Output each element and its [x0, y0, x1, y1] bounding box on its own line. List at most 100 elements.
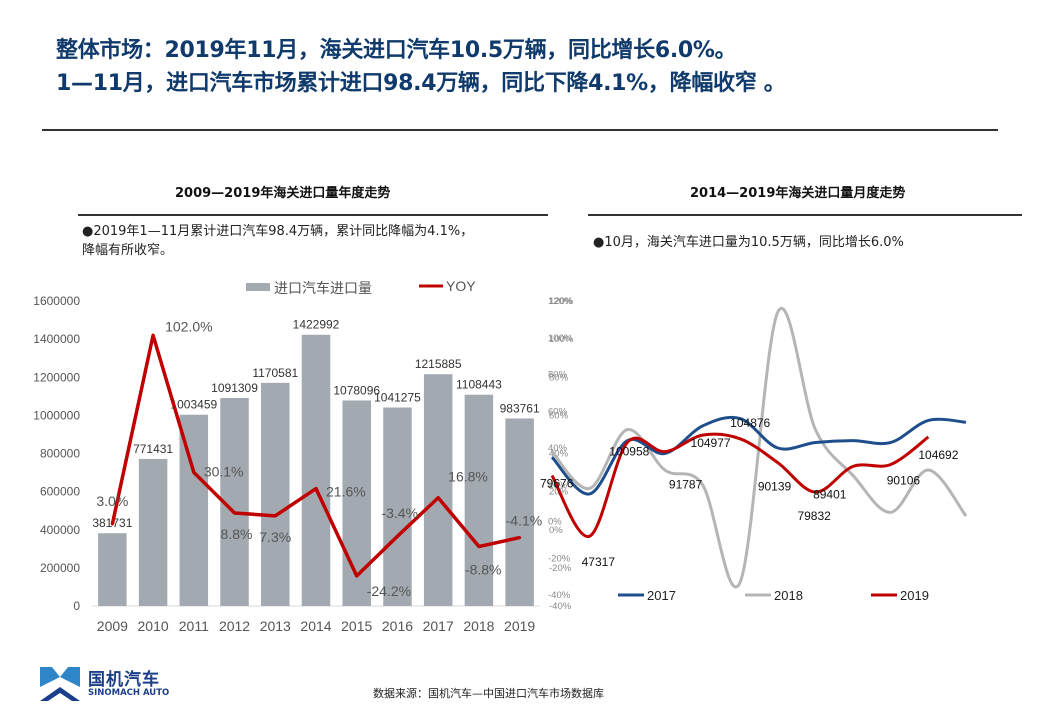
- left-axis-tick-label: 800000: [40, 447, 80, 461]
- yoy-value-label: 3.0%: [96, 493, 128, 509]
- monthly-data-label: 90106: [887, 474, 921, 488]
- annual-x-tick-label: 2018: [463, 618, 494, 634]
- yoy-point: [273, 514, 277, 518]
- annual-yoy-series: [110, 333, 522, 578]
- yoy-value-label: 16.8%: [448, 469, 488, 485]
- yoy-point: [314, 487, 318, 491]
- annual-x-labels: 2009 2010 2011 2012 2013 2014 2015 2016 2017 2018…: [97, 618, 536, 634]
- left-chart-title: 2009—2019年海关进口量年度走势: [175, 186, 391, 201]
- annual-x-tick-label: 2015: [341, 618, 372, 634]
- annual-x-tick-label: 2012: [219, 618, 250, 634]
- yoy-point: [151, 333, 155, 337]
- left-axis-tick-label: 200000: [40, 561, 80, 575]
- monthly-data-label: 91787: [669, 478, 703, 492]
- yoy-value-label: -3.4%: [381, 505, 418, 521]
- monthly-y-tick-label: 40%: [548, 443, 568, 454]
- left-panel-divider: [78, 214, 548, 216]
- right-axis-tick-label: 80%: [549, 372, 569, 383]
- left-axis-tick-label: 600000: [40, 485, 80, 499]
- left-axis-tick-label: 400000: [40, 523, 80, 537]
- monthly-data-label: 79832: [797, 509, 831, 523]
- monthly-lines: [550, 307, 968, 589]
- yoy-point: [110, 522, 114, 526]
- annual-bar: [301, 334, 331, 606]
- legend-yoy-label: YOY: [446, 278, 476, 294]
- yoy-point: [477, 545, 481, 549]
- annual-bar-value-label: 983761: [500, 401, 540, 415]
- legend-2017-label: 2017: [647, 588, 676, 603]
- yoy-value-label: -8.8%: [465, 562, 502, 578]
- right-axis-tick-label: 0%: [549, 525, 563, 536]
- logo-mark-icon: [40, 667, 80, 701]
- annual-x-tick-label: 2011: [179, 618, 209, 634]
- monthly-data-label: 79676: [540, 477, 574, 491]
- annual-x-tick-label: 2009: [97, 618, 128, 634]
- monthly-data-label: 104977: [691, 436, 731, 450]
- right-axis-tick-label: 120%: [549, 296, 574, 307]
- annual-bar-value-label: 1170581: [252, 366, 298, 380]
- annual-bar-value-label: 1078096: [333, 383, 380, 397]
- annual-bar: [383, 407, 412, 606]
- annual-bar-value-label: 1215885: [415, 357, 462, 371]
- monthly-data-label: 89401: [813, 487, 847, 501]
- yoy-value-label: 102.0%: [165, 318, 212, 334]
- yoy-value-label: -24.2%: [367, 583, 411, 599]
- annual-bar-labels: 3817317714311003459109130911705811422992…: [92, 318, 540, 530]
- right-panel-divider: [588, 214, 1022, 216]
- series-2019-line: [550, 432, 930, 538]
- annual-x-tick-label: 2013: [260, 618, 291, 634]
- yoy-value-label: 21.6%: [326, 484, 366, 500]
- annual-bar: [464, 394, 494, 606]
- monthly-data-labels: 79676 47317 100958 91787 104977 104876 90139 79…: [540, 416, 959, 569]
- data-source: 数据来源：国机汽车—中国进口汽车市场数据库: [373, 687, 604, 700]
- yoy-point: [436, 496, 440, 500]
- yoy-value-label: 8.8%: [221, 526, 253, 542]
- right-chart-title: 2014—2019年海关进口量月度走势: [690, 186, 906, 201]
- annual-bar: [505, 418, 534, 606]
- annual-bar: [98, 533, 127, 606]
- yoy-value-label: 7.3%: [259, 529, 291, 545]
- yoy-point: [233, 511, 237, 515]
- annual-x-tick-label: 2016: [382, 618, 413, 634]
- left-axis-tick-label: 1400000: [33, 332, 80, 346]
- monthly-data-label: 104692: [918, 448, 958, 462]
- sinomach-logo: 国机汽车 SINOMACH AUTO: [38, 665, 178, 705]
- left-axis-tick-label: 1200000: [33, 370, 80, 384]
- annual-bar-value-label: 771431: [133, 442, 173, 456]
- monthly-y-tick-label: -40%: [548, 590, 571, 601]
- annual-x-tick-label: 2014: [300, 618, 331, 634]
- yoy-point: [355, 574, 359, 578]
- annual-x-tick-label: 2017: [423, 618, 454, 634]
- series-2017-line: [550, 415, 967, 496]
- monthly-data-label: 100958: [609, 444, 649, 458]
- monthly-y-tick-label: 100%: [548, 333, 573, 344]
- annual-left-axis: 0 200000 400000 600000 800000 1000000 1200000 1…: [33, 294, 80, 613]
- left-axis-tick-label: 1000000: [33, 408, 80, 422]
- annual-bar-value-label: 1108443: [456, 378, 502, 392]
- monthly-data-label: 104876: [730, 416, 770, 430]
- left-axis-tick-label: 0: [73, 599, 80, 613]
- right-axis-tick-label: 60%: [549, 410, 569, 421]
- monthly-y-tick-label: 0%: [548, 517, 562, 528]
- right-axis-tick-label: -40%: [549, 601, 572, 612]
- right-note: ●10月，海关汽车进口量为10.5万辆，同比增长6.0%: [593, 235, 904, 250]
- top-divider: [42, 129, 998, 131]
- annual-legend: 进口汽车进口量 YOY: [246, 278, 476, 296]
- annual-bar-value-label: 1422992: [293, 318, 340, 332]
- annual-bar-value-label: 1041275: [374, 391, 421, 405]
- annual-bar: [179, 414, 209, 606]
- yoy-value-label: 30.1%: [204, 463, 244, 479]
- annual-yoy-labels: 3.0% 102.0% 30.1% 8.8% 7.3% 21.6% -24.2% -3.4% 1…: [96, 318, 542, 599]
- left-axis-tick-label: 1600000: [33, 294, 80, 308]
- annual-x-tick-label: 2010: [138, 618, 169, 634]
- monthly-chart: -40%-20%0%20%40%60%80%100%120% 796764731…: [540, 296, 968, 603]
- legend-2019-label: 2019: [900, 588, 929, 603]
- headline: 整体市场：2019年11月，海关进口汽车10.5万辆，同比增长6.0%。 1—1…: [56, 34, 1016, 100]
- yoy-point: [518, 536, 522, 540]
- annual-chart: 进口汽车进口量 YOY 0 200000 400000 600000 800000 100…: [33, 278, 574, 634]
- logo-chinese-name: 国机汽车: [88, 670, 160, 690]
- yoy-point: [192, 470, 196, 474]
- annual-bar: [138, 458, 168, 606]
- yoy-point: [395, 534, 399, 538]
- monthly-data-label: 47317: [582, 555, 616, 569]
